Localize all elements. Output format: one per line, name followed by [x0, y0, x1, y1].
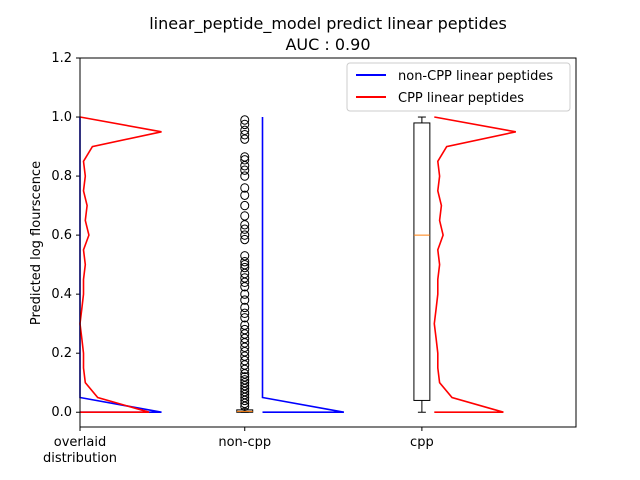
y-tick-label: 1.2 [51, 51, 72, 66]
x-tick-label: non-cpp [218, 435, 271, 450]
box-outlier [240, 230, 250, 240]
legend-box [346, 62, 571, 112]
box-outlier [240, 119, 250, 130]
box-outlier [240, 256, 250, 267]
box-outlier [240, 234, 250, 245]
axes-frame [79, 57, 577, 428]
box-outlier [240, 398, 250, 409]
box-outlier [240, 220, 250, 230]
y-tick-label: 0.8 [51, 169, 72, 184]
box-outlier [240, 183, 250, 193]
chart-title: linear_peptide_model predict linear pept… [149, 14, 507, 34]
distribution-line [433, 116, 516, 414]
box-outlier [240, 295, 250, 305]
x-tick-label: distribution [43, 451, 117, 466]
x-tick-label: cpp [410, 435, 434, 450]
box-outlier [240, 190, 250, 200]
x-tick-label: overlaid [54, 435, 106, 450]
y-tick-label: 0.6 [51, 228, 72, 243]
y-tick-label: 0.2 [51, 346, 72, 361]
box-outlier [240, 200, 250, 211]
box-outlier [240, 165, 250, 175]
box-outlier [240, 289, 250, 299]
box-outlier [240, 171, 250, 181]
box-outlier [240, 224, 250, 234]
box-outlier [240, 302, 250, 313]
chart-subtitle: AUC : 0.90 [285, 35, 370, 54]
legend-label-non-cpp: non-CPP linear peptides [398, 69, 553, 84]
box-outlier [240, 277, 250, 288]
box-outlier [240, 401, 250, 412]
box-outlier [240, 282, 250, 292]
y-tick-label: 0.0 [51, 405, 72, 420]
box-outlier [240, 308, 250, 319]
box-outlier [240, 395, 250, 406]
box-outlier [240, 130, 250, 140]
box-outlier [240, 161, 250, 171]
box-outlier [240, 364, 250, 375]
distribution-line [79, 116, 162, 414]
legend: non-CPP linear peptides CPP linear pepti… [346, 62, 571, 112]
y-axis-label: Predicted log flourscence [29, 161, 44, 325]
box-outlier [240, 262, 250, 273]
legend-label-cpp: CPP linear peptides [398, 91, 524, 106]
y-tick-label: 0.4 [51, 287, 72, 302]
y-tick-label: 1.0 [51, 110, 72, 125]
box-outlier [240, 155, 250, 165]
box-body [413, 122, 431, 401]
box-outlier [240, 115, 250, 125]
distribution-line [261, 117, 345, 414]
box-outlier [240, 134, 250, 144]
plot-area: 0.0 0.2 0.4 0.6 0.8 1.0 1.2 overlaiddistributio… [43, 51, 516, 466]
box-outlier [240, 313, 250, 323]
